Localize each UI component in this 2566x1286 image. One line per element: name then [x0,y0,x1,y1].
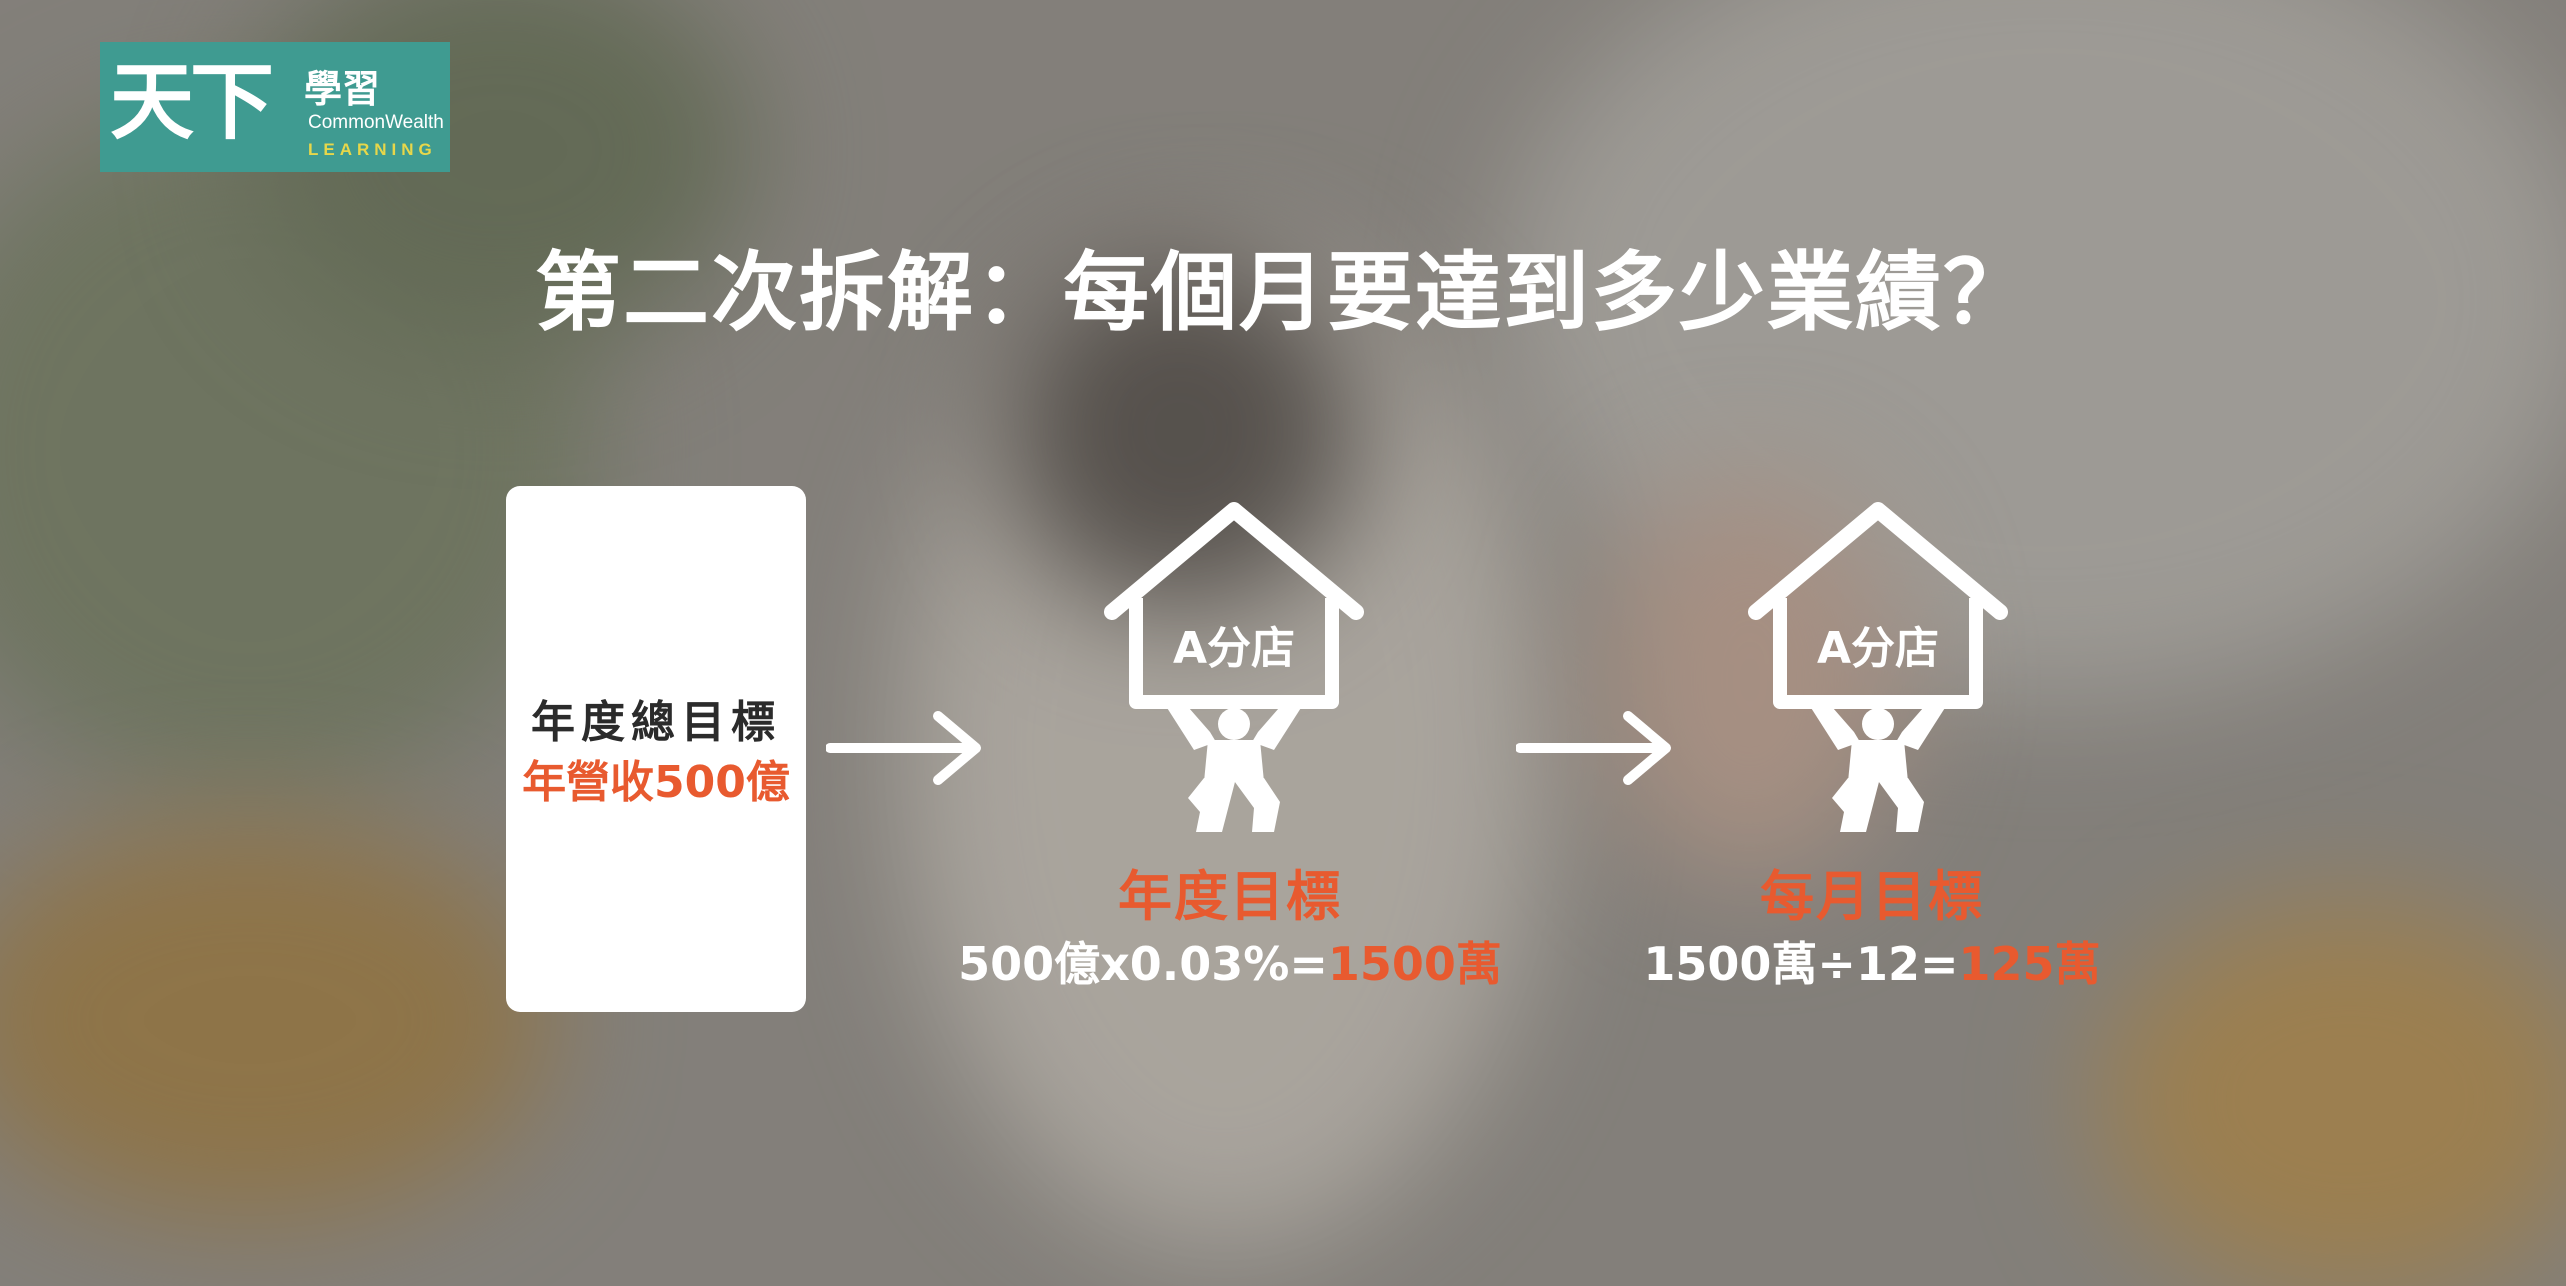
logo-main-text: 天下 [110,52,274,151]
card-revenue-value: 年營收500億 [522,757,790,808]
annual-goal-formula: 500億x0.03%=1500萬 [880,928,1580,994]
monthly-formula-prefix: 1500萬÷12= [1643,937,1959,991]
annual-formula-prefix: 500億x0.03%= [958,937,1328,991]
logo-english-text: CommonWealth [308,112,444,133]
monthly-goal-title: 每月目標 [1760,865,1984,928]
arrow-right-icon [1516,711,1671,785]
logo-learning-text: LEARNING [308,140,437,159]
slide-title: 第二次拆解：每個月要達到多少業績？ [535,243,2031,343]
store-lifter-icon [1748,502,2008,832]
annual-goal-title: 年度目標 [1118,865,1342,928]
arrow-right-icon [826,711,981,785]
annual-formula-result: 1500萬 [1327,937,1502,991]
store-lifter-icon [1104,502,1364,832]
annual-total-target-card: 年度總目標 年營收500億 [506,486,806,1012]
store-a-label: A分店 [1816,623,1940,674]
brand-logo: 天下 學習 CommonWealth LEARNING [100,42,450,172]
monthly-goal-formula: 1500萬÷12=125萬 [1522,928,2222,994]
card-label: 年度總目標 [531,697,781,748]
store-a-label: A分店 [1172,623,1296,674]
monthly-formula-result: 125萬 [1958,937,2101,991]
logo-sub-text: 學習 [304,67,381,111]
